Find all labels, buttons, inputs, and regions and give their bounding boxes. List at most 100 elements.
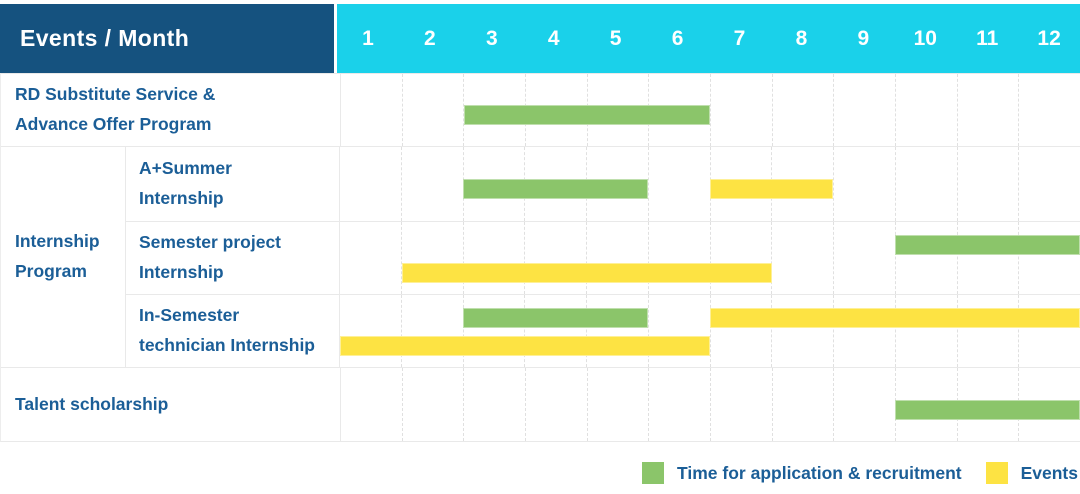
month-grid-cell xyxy=(647,222,710,294)
month-grid-cell xyxy=(524,295,586,367)
events-table: Events / Month 1 2 3 4 5 6 7 8 9 10 11 1… xyxy=(0,4,1080,442)
month-grid-cell xyxy=(647,295,710,367)
month-grid-cell xyxy=(340,147,401,221)
row-talent-scholarship: Talent scholarship xyxy=(1,367,1080,441)
month-grid-cell xyxy=(340,222,401,294)
month-grid-cell xyxy=(710,368,772,441)
legend: Time for application & recruitment Event… xyxy=(642,462,1078,484)
month-grid-cell xyxy=(771,368,834,441)
month-grid-cell xyxy=(341,368,402,441)
month-grid-cell xyxy=(710,74,772,146)
month-gridlines xyxy=(340,222,1080,294)
row-label: Semester project Internship xyxy=(126,222,340,294)
month-grid-cell xyxy=(1018,295,1080,367)
month-grid-cell xyxy=(401,368,464,441)
month-header-2: 2 xyxy=(424,26,436,50)
legend-item-events: Events xyxy=(985,462,1078,484)
month-grid-cell xyxy=(525,368,587,441)
internship-subrows: A+Summer Internship Semester project Int… xyxy=(126,147,1080,367)
month-header-12: 12 xyxy=(1037,26,1061,50)
row-label: RD Substitute Service & Advance Offer Pr… xyxy=(1,74,341,146)
month-gridlines xyxy=(341,74,1080,146)
month-header-strip: 1 2 3 4 5 6 7 8 9 10 11 12 xyxy=(337,4,1080,73)
month-header-10: 10 xyxy=(913,26,937,50)
month-grid-cell xyxy=(462,295,525,367)
month-grid-cell xyxy=(833,368,895,441)
in-semester-event-bar-late xyxy=(710,308,1080,328)
month-grid-cell xyxy=(586,222,648,294)
month-grid-cell xyxy=(462,147,525,221)
month-grid-cell xyxy=(586,368,649,441)
month-grid-cell xyxy=(956,74,1019,146)
header-events-month-cell: Events / Month xyxy=(0,4,337,73)
month-gridlines xyxy=(340,295,1080,367)
month-grid-cell xyxy=(894,147,957,221)
month-grid-cell xyxy=(1018,74,1080,146)
in-semester-application-bar xyxy=(463,308,649,328)
month-grid-cell xyxy=(586,295,648,367)
month-header-1: 1 xyxy=(362,26,374,50)
month-grid-cell xyxy=(895,74,957,146)
month-grid-cell xyxy=(401,74,464,146)
row-label: In-Semester technician Internship xyxy=(126,295,340,367)
month-grid-cell xyxy=(833,74,895,146)
legend-label-application: Time for application & recruitment xyxy=(677,462,962,483)
semester-project-application-bar xyxy=(895,235,1080,255)
month-grid-cell xyxy=(1018,222,1080,294)
a-plus-summer-event-bar xyxy=(710,179,834,199)
month-grid-cell xyxy=(709,147,772,221)
month-grid-cell xyxy=(894,295,957,367)
month-grid-cell xyxy=(956,295,1019,367)
month-header-3: 3 xyxy=(485,26,498,50)
month-grid-cell xyxy=(833,222,895,294)
month-grid-cell xyxy=(400,147,463,221)
month-grid-cell xyxy=(463,74,525,146)
events-swatch-icon xyxy=(985,462,1008,484)
internship-program-group: Internship Program A+Summer Internship S… xyxy=(1,146,1080,367)
month-grid-cell xyxy=(340,295,401,367)
month-grid-cell xyxy=(771,295,833,367)
month-grid-cell xyxy=(462,222,525,294)
a-plus-summer-application-bar xyxy=(463,179,649,199)
application-swatch-icon xyxy=(642,462,665,484)
month-grid-cell xyxy=(833,295,895,367)
group-label: Internship Program xyxy=(1,147,126,367)
row-a-plus-summer-internship: A+Summer Internship xyxy=(126,147,1080,221)
month-grid-cell xyxy=(463,368,525,441)
month-grid-cell xyxy=(956,222,1019,294)
month-header-11: 11 xyxy=(976,26,999,50)
row-semester-project-internship: Semester project Internship xyxy=(126,221,1080,294)
timeline-cells xyxy=(341,368,1080,441)
month-grid-cell xyxy=(956,147,1019,221)
month-header-8: 8 xyxy=(795,26,808,50)
month-grid-cell xyxy=(400,222,463,294)
month-grid-cell xyxy=(771,74,834,146)
month-grid-cell xyxy=(709,222,772,294)
month-grid-cell xyxy=(647,147,710,221)
talent-application-bar xyxy=(895,399,1080,420)
month-header-6: 6 xyxy=(671,26,684,50)
month-grid-cell xyxy=(341,74,402,146)
month-grid-cell xyxy=(1018,147,1080,221)
timeline-cells xyxy=(341,74,1080,146)
semester-project-event-bar xyxy=(401,263,772,283)
timeline-cells xyxy=(340,147,1080,221)
row-label: Talent scholarship xyxy=(1,368,341,441)
month-header-7: 7 xyxy=(733,26,746,50)
row-rd-substitute-service: RD Substitute Service & Advance Offer Pr… xyxy=(1,73,1080,146)
month-grid-cell xyxy=(400,295,463,367)
month-grid-cell xyxy=(771,222,833,294)
month-grid-cell xyxy=(648,368,710,441)
month-grid-cell xyxy=(894,222,957,294)
month-header-4: 4 xyxy=(547,26,560,50)
month-grid-cell xyxy=(833,147,895,221)
month-header-9: 9 xyxy=(857,26,870,50)
row-label: A+Summer Internship xyxy=(126,147,340,221)
month-header-5: 5 xyxy=(609,26,622,50)
row-in-semester-technician-internship: In-Semester technician Internship xyxy=(126,294,1080,367)
legend-label-events: Events xyxy=(1020,462,1078,483)
in-semester-event-bar-early xyxy=(340,336,710,356)
legend-item-application: Time for application & recruitment xyxy=(642,462,962,484)
table-body: RD Substitute Service & Advance Offer Pr… xyxy=(0,73,1080,442)
